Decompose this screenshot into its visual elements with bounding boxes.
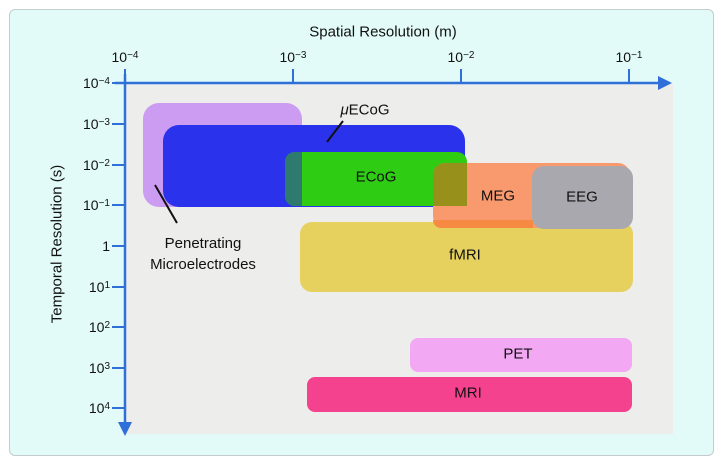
x-axis-arrowhead-icon (658, 76, 672, 90)
meg-box-label: MEG (480, 187, 516, 205)
y-tick-label: 10−4 (83, 75, 110, 91)
x-tick-label: 10−4 (111, 49, 139, 65)
pet-box (410, 338, 632, 372)
penetrating-microelectrodes-line2: Microelectrodes (150, 256, 256, 273)
overlap-green-orange-patch (433, 163, 467, 206)
tick-marks (112, 69, 630, 409)
y-tick-label: 10−1 (83, 197, 110, 213)
fmri-box-label: fMRI (449, 246, 481, 264)
penetrating-microelectrodes-annotation: Penetrating Microelectrodes (150, 233, 256, 275)
y-tick-label: 1 (102, 238, 110, 254)
overlap-green-blue-patch (285, 152, 302, 206)
callout-line-microelectrodes (154, 184, 178, 224)
mri-box-label: MRI (454, 384, 482, 402)
y-tick-label: 10−3 (83, 116, 110, 132)
overlap-orange-yellow-patch (433, 220, 533, 228)
y-tick-label: 103 (88, 360, 110, 376)
penetrating-microelectrodes-line1: Penetrating (164, 235, 242, 252)
x-tick-label: 10−1 (615, 49, 643, 65)
pet-box-label: PET (503, 345, 533, 363)
eeg-box (532, 166, 633, 229)
callout-line-uecog (326, 120, 344, 143)
y-tick-label: 104 (88, 400, 110, 416)
uecog-mu-prefix: μ (340, 101, 349, 119)
mri-box (307, 377, 632, 412)
y-tick-label: 10−2 (83, 157, 110, 173)
y-tick-label: 101 (88, 279, 110, 295)
uecog-annotation-text: ECoG (348, 101, 390, 119)
fmri-box (300, 222, 633, 292)
ecog-box-label: ECoG (355, 168, 397, 186)
x-tick-label: 10−3 (279, 49, 307, 65)
x-axis-title: Spatial Resolution (m) (309, 23, 457, 41)
y-tick-label: 102 (88, 319, 110, 335)
uecog-annotation: μECoG (340, 102, 389, 119)
y-axis-arrowhead-icon (118, 422, 132, 436)
eeg-box-label: EEG (566, 188, 598, 206)
x-tick-label: 10−2 (447, 49, 475, 65)
